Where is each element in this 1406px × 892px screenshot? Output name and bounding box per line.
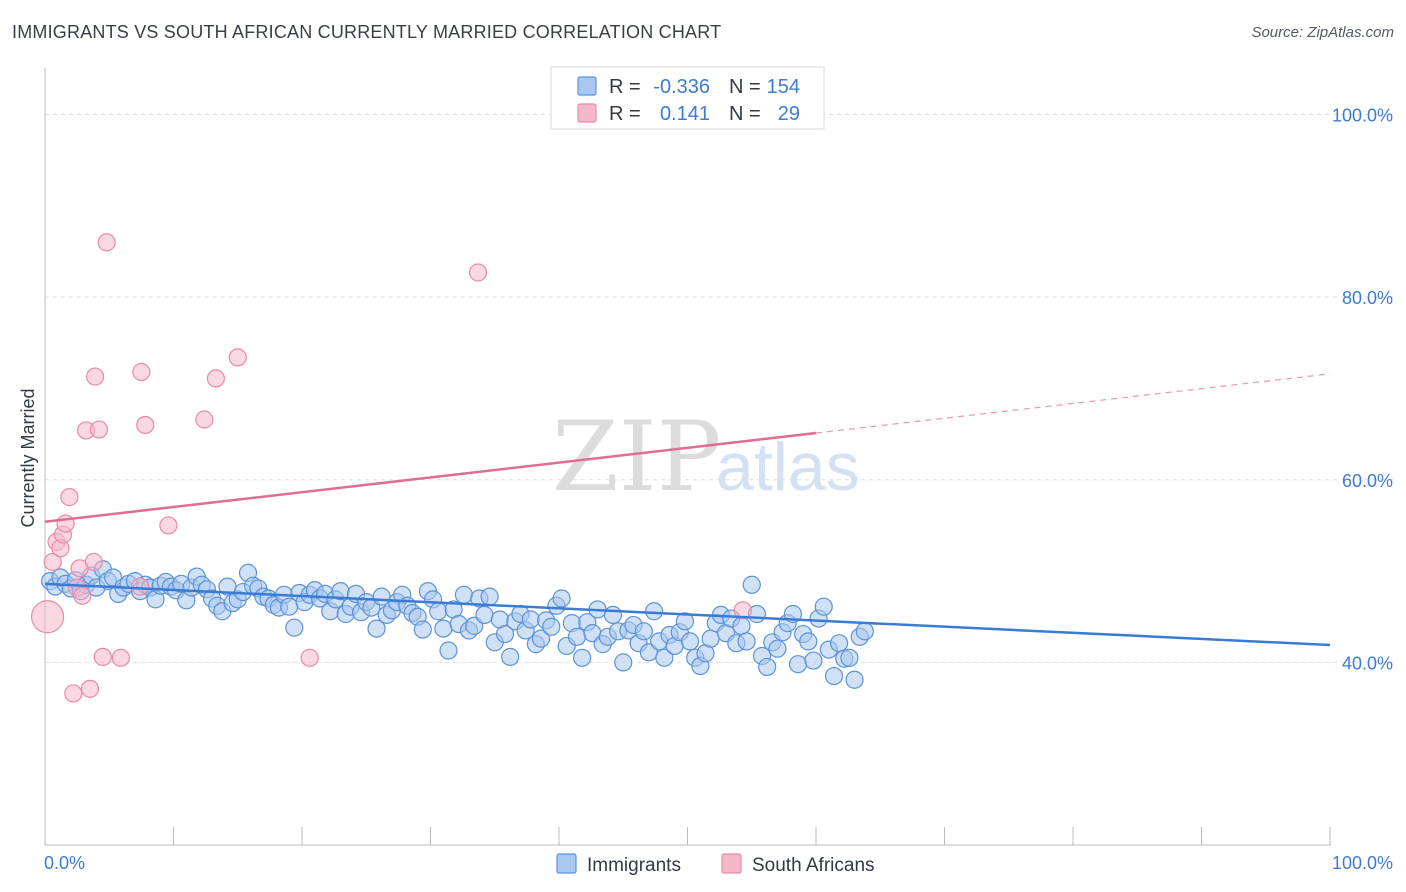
bottom-legend-swatch-immigrants [556,853,577,874]
south-africans-trend-line-extension [815,373,1331,434]
south-africans-point [300,648,319,667]
immigrants-point [804,651,823,670]
immigrants-point [454,585,474,604]
legend-n-value-2: 29 [778,103,800,125]
south-africans-point [228,348,247,367]
immigrants-point [603,605,623,625]
legend-n-label-1: N = [729,76,761,98]
immigrants-point [531,629,551,648]
south-africans-point [73,586,92,605]
y-tick-label: 60.0% [1342,471,1393,491]
immigrants-point [501,647,520,667]
south-africans-point [86,367,105,386]
immigrants-point [480,587,499,606]
immigrants-point [573,648,592,667]
bottom-legend-south-africans: South Africans [752,855,875,876]
immigrants-point [567,627,587,646]
immigrants-point [830,634,849,653]
trend-lines [44,373,1331,647]
bottom-legend-swatch-south-africans [721,853,742,874]
south-africans-point [64,684,83,703]
watermark-atlas: atlas [716,429,860,505]
south-africans-point [30,600,65,634]
immigrants-point [552,589,571,608]
immigrants-point [768,639,787,658]
y-axis-title: Currently Married [18,388,38,527]
immigrants-point [542,617,561,636]
south-africans-point [468,263,488,282]
immigrants-point [434,619,453,638]
immigrants-point [429,602,448,621]
south-africans-point [89,420,109,439]
legend-n-label-2: N = [729,103,761,125]
y-tick-label: 80.0% [1342,288,1393,308]
immigrants-point [732,616,751,635]
legend-r-label-1: R = [609,76,641,98]
axes [44,68,1331,846]
legend-swatch-south-africans [577,103,597,123]
top-legend: R = -0.336 N = 154 R = 0.141 N = 29 [550,66,825,130]
legend-n-value-1: 154 [767,76,800,98]
immigrants-point [521,610,540,629]
immigrants-point [742,575,761,594]
south-africans-point [130,577,150,596]
immigrants-point [799,632,818,651]
bottom-legend: Immigrants South Africans [556,853,875,876]
legend-swatch-immigrants [577,76,597,96]
immigrants-trend-line [44,582,1331,647]
south-africans-point [84,552,103,572]
immigrants-point [614,653,633,672]
immigrants-point [788,655,808,674]
watermark-zip: ZIP [552,401,721,513]
chart-title: IMMIGRANTS VS SOUTH AFRICAN CURRENTLY MA… [12,22,722,42]
immigrants-point [824,666,844,686]
immigrants-point [439,641,458,660]
south-africans-point [80,679,100,698]
south-africans-point [206,369,226,388]
south-africans-point [733,601,752,620]
legend-r-value-2: 0.141 [660,103,710,125]
source-label: Source: ZipAtlas.com [1251,24,1394,41]
y-tick-label: 100.0% [1332,106,1393,126]
immigrants-point [680,632,700,651]
immigrants-point [840,648,859,667]
immigrants-point [855,622,874,641]
x-tick-label: 100.0% [1332,853,1393,873]
immigrants-point [814,597,833,616]
south-africans-point [43,552,62,572]
south-africans-point [93,647,112,667]
south-africans-point [111,648,130,667]
south-africans-trend-line [44,431,817,524]
y-tick-label: 40.0% [1342,653,1393,673]
tick-labels: 40.0% 60.0% 80.0% 100.0% 0.0% 100.0% [44,106,1393,873]
south-africans-point [97,233,116,252]
immigrants-point [655,648,674,667]
legend-r-value-1: -0.336 [653,76,710,98]
immigrants-point [285,618,304,637]
immigrants-point [475,605,494,625]
south-africans-point [159,516,178,535]
south-africans-points [30,233,752,703]
immigrants-point [675,612,695,631]
south-africans-point [136,415,155,435]
south-africans-point [132,362,151,382]
south-africans-point [60,488,79,507]
immigrants-point [634,622,653,641]
immigrants-point [737,632,756,651]
legend-r-label-2: R = [609,103,641,125]
immigrants-point [413,620,432,639]
immigrants-point [367,619,386,638]
immigrants-point [644,602,664,621]
immigrants-point [701,629,720,648]
bottom-legend-immigrants: Immigrants [587,855,681,876]
immigrants-point [495,624,515,644]
immigrants-point [845,670,864,689]
immigrants-points [41,560,874,689]
x-tick-label: 0.0% [44,853,85,873]
south-africans-point [195,410,214,429]
immigrants-point [758,657,777,677]
